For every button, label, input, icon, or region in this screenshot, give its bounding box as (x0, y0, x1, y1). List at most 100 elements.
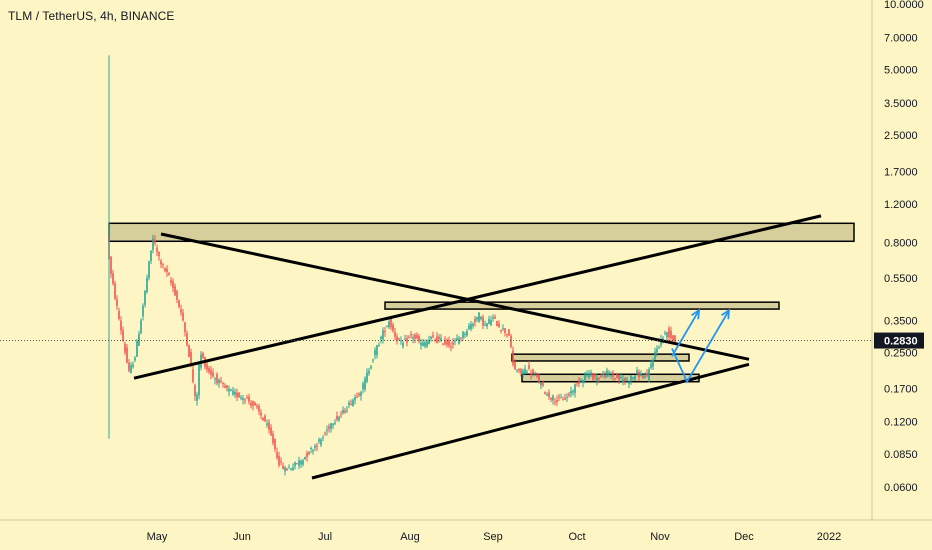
candle-body (258, 405, 260, 412)
candle-body (340, 414, 342, 416)
candle-body (484, 324, 486, 326)
candle-body (608, 372, 610, 375)
candle-body (232, 390, 234, 395)
candle-body (472, 323, 474, 327)
candle-body (508, 329, 510, 336)
candle-body (536, 375, 538, 377)
candle-body (582, 380, 584, 383)
candle-body (170, 279, 172, 283)
x-tick-label: Dec (734, 531, 754, 543)
candle-body (562, 399, 564, 401)
candle-body (350, 403, 352, 405)
candle-body (214, 378, 216, 380)
candle-body (296, 463, 298, 465)
x-tick-label: Jun (233, 531, 251, 543)
candle-body (198, 364, 200, 396)
candle-body (210, 370, 212, 375)
trendline[interactable] (160, 232, 750, 361)
candle-body (284, 467, 286, 472)
candle-body (358, 393, 360, 396)
candle-body (154, 239, 156, 244)
candle-body (564, 398, 566, 400)
candle-body (164, 267, 166, 271)
candle-body (404, 338, 406, 340)
candle-body (330, 423, 332, 429)
candle-body (458, 338, 460, 345)
candle-body (148, 261, 150, 278)
candle-body (538, 374, 540, 383)
candle-body (556, 399, 558, 403)
y-tick-label: 1.2000 (884, 199, 918, 211)
candle-body (498, 323, 500, 328)
candle-body (646, 373, 648, 376)
candle-body (222, 383, 224, 385)
candle-body (410, 334, 412, 336)
candle-body (274, 438, 276, 450)
candle-body (566, 396, 568, 398)
candle-body (384, 330, 386, 333)
candle-body (346, 410, 348, 412)
x-tick-label: May (147, 531, 168, 543)
candle-body (254, 402, 256, 406)
candle-body (360, 392, 362, 396)
trendline[interactable] (133, 214, 822, 380)
candle-body (294, 461, 296, 467)
symbol-title[interactable]: TLM / TetherUS, 4h, BINANCE (8, 9, 175, 23)
candle-body (140, 320, 142, 334)
projection-path[interactable] (671, 309, 730, 384)
candle-body (630, 375, 632, 381)
zone-rect (384, 301, 780, 310)
candle-body (416, 334, 418, 339)
candle-body (590, 372, 592, 376)
candle-body (132, 364, 134, 367)
candle-body (318, 439, 320, 442)
candle-body (614, 378, 616, 380)
candle-body (166, 268, 168, 273)
candle-body (532, 369, 534, 374)
candle-body (290, 468, 292, 470)
candle-body (316, 445, 318, 447)
candle-body (334, 422, 336, 424)
candle-body (464, 333, 466, 335)
candle-body (152, 238, 154, 250)
candle-body (660, 339, 662, 345)
x-tick-label: Oct (568, 531, 585, 543)
candle-body (124, 343, 126, 353)
candle-body (354, 397, 356, 401)
candle-body (286, 468, 288, 471)
candle-body (370, 366, 372, 369)
candle-body (250, 402, 252, 406)
candle-body (598, 378, 600, 380)
candle-body (394, 332, 396, 337)
candle-body (528, 365, 530, 369)
candle-body (208, 368, 210, 373)
x-tick-label: Aug (400, 531, 420, 543)
candle-body (186, 333, 188, 345)
candle-body (632, 376, 634, 379)
candle-body (366, 372, 368, 382)
candle-body (380, 336, 382, 340)
y-tick-label: 1.7000 (884, 166, 918, 178)
candle-body (664, 332, 666, 334)
candle-body (548, 392, 550, 398)
candle-body (162, 264, 164, 266)
candle-body (518, 369, 520, 371)
candle-body (560, 397, 562, 399)
candle-body (344, 410, 346, 413)
candle-body (672, 335, 674, 341)
candle-body (642, 375, 644, 379)
projection-path[interactable] (671, 309, 700, 357)
candle-body (666, 332, 668, 338)
trendline[interactable] (311, 362, 750, 480)
candle-body (262, 417, 264, 421)
candle-body (640, 373, 642, 377)
candle-body (374, 350, 376, 356)
candle-body (486, 323, 488, 327)
candle-body (196, 394, 198, 401)
candle-body (348, 402, 350, 405)
candle-body (120, 320, 122, 331)
candle-body (620, 377, 622, 379)
candle-body (236, 392, 238, 398)
